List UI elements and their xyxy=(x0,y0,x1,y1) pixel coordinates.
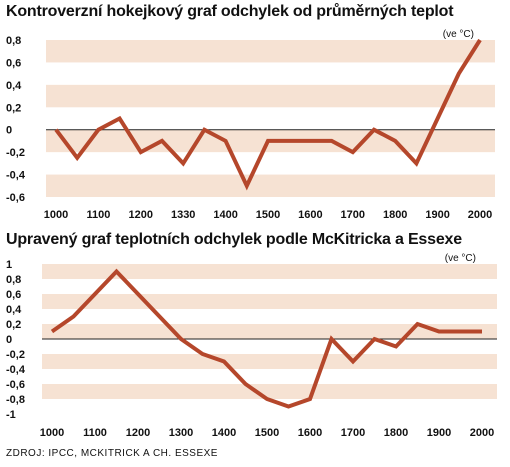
chart-2-xtick: 1500 xyxy=(255,427,279,439)
chart-2-point xyxy=(72,315,76,319)
chart-2-ytick: -0,8 xyxy=(6,394,25,406)
chart-2-point xyxy=(437,330,441,334)
chart-1-ytick: -0,4 xyxy=(6,170,26,182)
chart-1-xtick: 1400 xyxy=(213,209,237,221)
chart-2-ytick: -0,4 xyxy=(6,364,26,376)
chart-1-ytick: -0,6 xyxy=(6,192,25,204)
chart-1-xtick: 1330 xyxy=(171,209,195,221)
chart-2-title: Upravený graf teplotních odchylek podle … xyxy=(6,231,462,248)
chart-2-ytick: -0,2 xyxy=(6,349,25,361)
chart-2-point xyxy=(287,405,291,409)
chart-2-point xyxy=(244,382,248,386)
chart-1-xtick: 2000 xyxy=(468,209,492,221)
chart-1-ytick: 0,2 xyxy=(6,102,21,114)
chart-2-band xyxy=(42,354,497,369)
chart-2-band xyxy=(42,324,497,339)
chart-1-xtick: 1100 xyxy=(86,209,110,221)
chart-2-xtick: 1300 xyxy=(169,427,193,439)
chart-2-point xyxy=(416,322,420,326)
chart-1-xtick: 1700 xyxy=(341,209,365,221)
chart-2-band xyxy=(42,384,497,399)
chart-2-point xyxy=(158,315,162,319)
chart-2-series-line xyxy=(50,268,482,409)
chart-2-ytick: 0,4 xyxy=(6,304,22,316)
chart-2-xtick: 2000 xyxy=(470,427,494,439)
chart-2-point xyxy=(351,360,355,364)
chart-2-point xyxy=(330,337,334,341)
chart-2-point xyxy=(308,397,312,401)
chart-2-ytick: 0,6 xyxy=(6,289,21,301)
chart-1-xtick: 1000 xyxy=(44,209,68,221)
chart-1-title: Kontroverzní hokejkový graf odchylek od … xyxy=(6,3,454,20)
chart-1-ytick: -0,2 xyxy=(6,147,25,159)
chart-2-point xyxy=(265,397,269,401)
chart-1-ytick: 0,6 xyxy=(6,57,21,69)
chart-2-ytick: 0,8 xyxy=(6,274,21,286)
chart-2-point xyxy=(93,292,97,296)
chart-2-xtick: 1600 xyxy=(298,427,322,439)
chart-2-point xyxy=(201,352,205,356)
chart-2-point xyxy=(459,330,463,334)
chart-2-point xyxy=(394,345,398,349)
chart-2-ytick: 0 xyxy=(6,334,12,346)
chart-1-series-line xyxy=(54,38,482,191)
chart-2-point xyxy=(480,330,484,334)
chart-2-unit-label: (ve °C) xyxy=(445,253,476,264)
chart-1-ytick: 0,8 xyxy=(6,35,21,47)
chart-1-ytick: 0 xyxy=(6,125,12,137)
chart-2-point xyxy=(222,360,226,364)
chart-2-xtick: 1000 xyxy=(40,427,64,439)
source-note: ZDROJ: IPCC, MCKITRICK A CH. ESSEXE xyxy=(6,448,218,459)
chart-2-ytick: 0,2 xyxy=(6,319,21,331)
chart-1-xtick: 1500 xyxy=(256,209,280,221)
chart-1-xtick: 1200 xyxy=(129,209,153,221)
chart-2-xtick: 1800 xyxy=(384,427,408,439)
chart-2-xtick: 1100 xyxy=(83,427,107,439)
chart-1: 0,8 0,6 0,4 0,2 0 -0,2 -0,4 -0,6 1000 1100 1200 133… xyxy=(6,29,495,221)
chart-2: 1 0,8 0,6 0,4 0,2 0 -0,2 -0,4 -0,6 -0,8 -1 1000 1100… xyxy=(6,253,497,439)
chart-2-xtick: 1700 xyxy=(341,427,365,439)
chart-1-unit-label: (ve °C) xyxy=(443,29,474,40)
chart-1-band xyxy=(46,174,495,197)
chart-2-ytick: -0,6 xyxy=(6,379,25,391)
chart-1-xtick: 1800 xyxy=(383,209,407,221)
chart-2-xtick: 1900 xyxy=(427,427,451,439)
chart-1-xtick: 1900 xyxy=(425,209,449,221)
chart-2-xtick: 1200 xyxy=(126,427,150,439)
chart-1-xtick: 1600 xyxy=(298,209,322,221)
chart-1-ytick: 0,4 xyxy=(6,80,22,92)
chart-2-xtick: 1400 xyxy=(212,427,236,439)
chart-2-point xyxy=(50,330,54,334)
chart-2-point xyxy=(115,270,119,274)
chart-2-band xyxy=(42,294,497,309)
chart-2-ytick: -1 xyxy=(6,409,16,421)
chart-2-point xyxy=(179,337,183,341)
chart-2-ytick: 1 xyxy=(6,259,12,271)
chart-1-band xyxy=(46,40,495,63)
chart-2-point xyxy=(373,337,377,341)
chart-1-band xyxy=(46,84,495,108)
chart-2-band xyxy=(42,264,497,279)
chart-2-point xyxy=(136,292,140,296)
